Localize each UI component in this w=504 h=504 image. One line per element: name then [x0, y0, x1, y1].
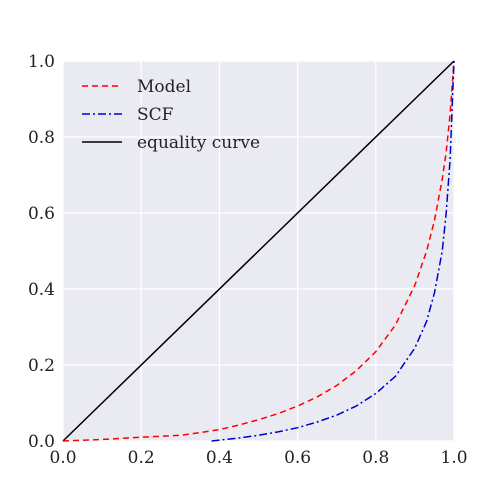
x-tick-label: 0.0 — [49, 448, 76, 468]
legend-label: SCF — [137, 105, 174, 125]
x-tick-label: 0.2 — [128, 448, 155, 468]
y-tick-label: 1.0 — [28, 52, 55, 72]
x-tick-label: 1.0 — [440, 448, 467, 468]
y-tick-label: 0.6 — [28, 204, 55, 224]
x-tick-label: 0.4 — [206, 448, 233, 468]
y-tick-label: 0.0 — [28, 432, 55, 452]
y-tick-label: 0.4 — [28, 280, 55, 300]
y-tick-label: 0.2 — [28, 356, 55, 376]
legend: Model SCF equality curve — [82, 77, 260, 153]
y-tick-label: 0.8 — [28, 128, 55, 148]
series-lines — [62, 60, 455, 442]
series-line-model — [62, 60, 455, 442]
x-tick-labels: 0.0 0.2 0.4 0.6 0.8 1.0 — [49, 448, 467, 468]
legend-label: Model — [137, 77, 191, 97]
x-tick-label: 0.6 — [284, 448, 311, 468]
x-tick-label: 0.8 — [362, 448, 389, 468]
y-tick-labels: 0.0 0.2 0.4 0.6 0.8 1.0 — [28, 52, 55, 452]
legend-label: equality curve — [137, 133, 260, 153]
grid-lines — [62, 60, 455, 442]
series-line-equality-curve — [62, 60, 455, 442]
series-line-scf — [211, 60, 455, 442]
